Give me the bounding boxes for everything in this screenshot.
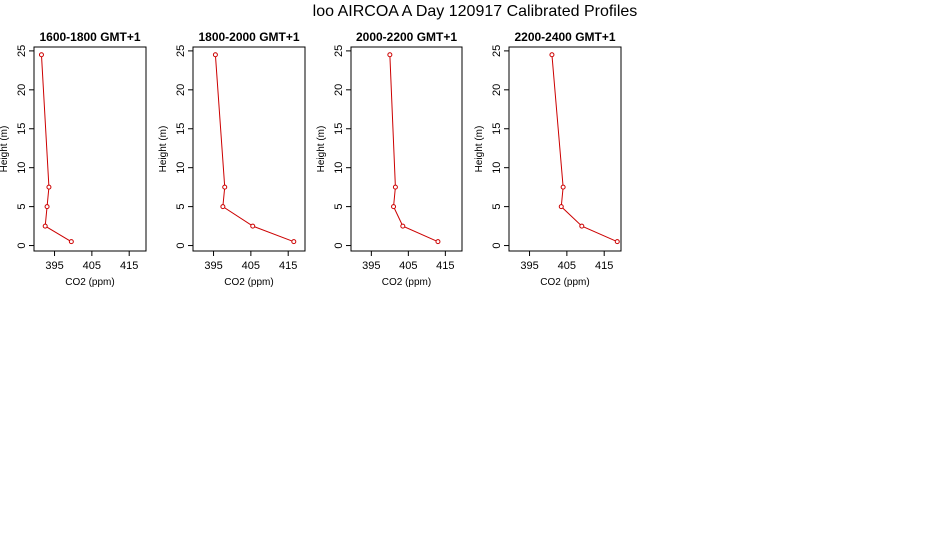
panel-title: 2000-2200 GMT+1 bbox=[356, 30, 457, 44]
plot-frame bbox=[33, 46, 147, 252]
series-line bbox=[214, 54, 294, 243]
y-tick-label: 10 bbox=[16, 162, 28, 174]
y-tick-label: 5 bbox=[16, 204, 28, 210]
y-tick-label: 0 bbox=[175, 242, 187, 248]
plot-frame bbox=[508, 46, 622, 252]
y-tick-label: 0 bbox=[491, 242, 503, 248]
data-point bbox=[250, 223, 256, 229]
y-axis-label: Height (m) bbox=[0, 126, 10, 173]
x-tick-label: 405 bbox=[242, 260, 260, 272]
data-point bbox=[400, 223, 406, 229]
y-axis-label: Height (m) bbox=[316, 126, 327, 173]
y-axis-label: Height (m) bbox=[158, 126, 169, 173]
y-tick-label: 20 bbox=[491, 84, 503, 96]
x-axis-label: CO2 (ppm) bbox=[224, 277, 273, 288]
y-tick-label: 15 bbox=[16, 123, 28, 135]
profile-panel-4: 2200-2400 GMT+1 395 405 415 0 5 10 15 20 25 CO2 (p… bbox=[474, 30, 622, 288]
y-tick-label: 25 bbox=[175, 45, 187, 57]
data-point bbox=[435, 239, 441, 245]
x-tick-label: 415 bbox=[279, 260, 297, 272]
x-tick-label: 395 bbox=[204, 260, 222, 272]
data-point bbox=[560, 184, 566, 190]
y-tick-label: 25 bbox=[333, 45, 345, 57]
data-point bbox=[44, 204, 50, 210]
data-point bbox=[387, 52, 393, 58]
y-tick-label: 5 bbox=[491, 204, 503, 210]
y-tick-label: 10 bbox=[491, 162, 503, 174]
plot-frame bbox=[350, 46, 463, 252]
x-tick-label: 415 bbox=[120, 260, 138, 272]
series-line bbox=[40, 54, 72, 243]
y-tick-label: 15 bbox=[175, 123, 187, 135]
profile-panel-1: 1600-1800 GMT+1 395 405 415 0 5 10 15 20 25 CO2 (p… bbox=[0, 30, 147, 288]
data-point bbox=[391, 204, 397, 210]
data-point bbox=[38, 52, 44, 58]
series-line bbox=[389, 54, 439, 243]
panel-title: 1600-1800 GMT+1 bbox=[39, 30, 140, 44]
y-tick-label: 5 bbox=[175, 204, 187, 210]
x-tick-label: 395 bbox=[45, 260, 63, 272]
profile-panel-3: 2000-2200 GMT+1 395 405 415 0 5 10 15 20 25 CO2 (p… bbox=[316, 30, 463, 288]
y-tick-label: 0 bbox=[16, 242, 28, 248]
y-tick-label: 0 bbox=[333, 242, 345, 248]
data-point bbox=[579, 223, 585, 229]
x-tick-label: 395 bbox=[362, 260, 380, 272]
data-point bbox=[614, 239, 620, 245]
data-point bbox=[222, 184, 228, 190]
x-tick-label: 405 bbox=[83, 260, 101, 272]
x-axis-label: CO2 (ppm) bbox=[382, 277, 431, 288]
x-tick-label: 405 bbox=[399, 260, 417, 272]
panel-title: 1800-2000 GMT+1 bbox=[198, 30, 299, 44]
x-tick-label: 405 bbox=[558, 260, 576, 272]
y-tick-label: 20 bbox=[16, 84, 28, 96]
data-point bbox=[212, 52, 218, 58]
data-point bbox=[42, 223, 48, 229]
y-tick-label: 25 bbox=[16, 45, 28, 57]
y-tick-label: 10 bbox=[333, 162, 345, 174]
y-tick-label: 20 bbox=[175, 84, 187, 96]
x-tick-label: 395 bbox=[520, 260, 538, 272]
data-point bbox=[291, 239, 297, 245]
plot-frame bbox=[192, 46, 306, 252]
panel-title: 2200-2400 GMT+1 bbox=[514, 30, 615, 44]
y-tick-label: 20 bbox=[333, 84, 345, 96]
x-axis-label: CO2 (ppm) bbox=[65, 277, 114, 288]
y-tick-label: 25 bbox=[491, 45, 503, 57]
data-point bbox=[46, 184, 52, 190]
figure-title: loo AIRCOA A Day 120917 Calibrated Profi… bbox=[312, 3, 638, 20]
x-tick-label: 415 bbox=[595, 260, 613, 272]
profile-panel-2: 1800-2000 GMT+1 395 405 415 0 5 10 15 20 25 CO2 (p… bbox=[158, 30, 306, 288]
data-point bbox=[549, 52, 555, 58]
y-tick-label: 5 bbox=[333, 204, 345, 210]
x-tick-label: 415 bbox=[436, 260, 454, 272]
data-point bbox=[558, 204, 564, 210]
x-axis-label: CO2 (ppm) bbox=[540, 277, 589, 288]
y-tick-label: 15 bbox=[491, 123, 503, 135]
y-tick-label: 15 bbox=[333, 123, 345, 135]
data-point bbox=[68, 239, 74, 245]
y-axis-label: Height (m) bbox=[474, 126, 485, 173]
data-point bbox=[220, 204, 226, 210]
y-tick-label: 10 bbox=[175, 162, 187, 174]
series-line bbox=[551, 54, 618, 243]
data-point bbox=[392, 184, 398, 190]
